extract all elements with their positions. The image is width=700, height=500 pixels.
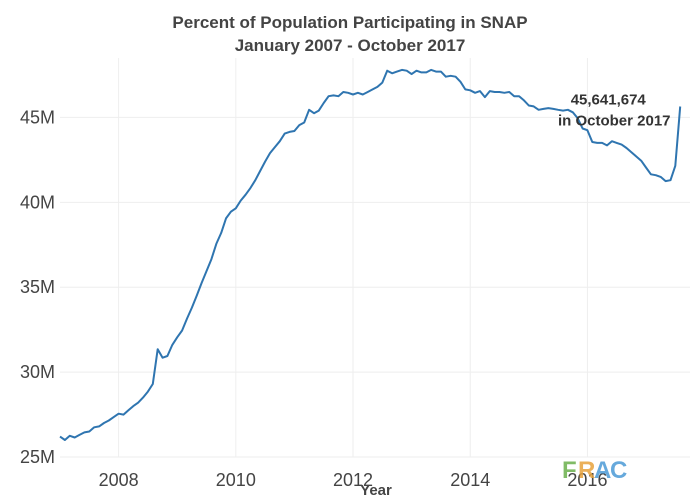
chart-title: Percent of Population Participating in S… [172,13,527,32]
x-tick-label: 2008 [99,470,139,490]
axis-labels: 25M 30M 35M 40M 45M 2008 2010 2012 2014 2016 [20,107,607,490]
logo-letter: C [610,457,627,484]
annotation-layer: 45,641,674 in October 2017 [558,92,671,130]
snap-participation-line [59,68,682,441]
x-tick-label: 2012 [333,470,373,490]
x-tick-label: 2014 [450,470,490,490]
y-tick-label: 30M [20,362,55,382]
x-tick-label: 2010 [216,470,256,490]
y-tick-label: 35M [20,277,55,297]
latest-value-annotation: in October 2017 [558,113,671,130]
frac-logo: F RAC [562,457,627,484]
y-tick-label: 40M [20,192,55,212]
logo-letter: F [562,457,577,484]
series-layer [59,68,682,441]
x-axis-title: Year [360,482,392,499]
y-tick-label: 45M [20,107,55,127]
latest-value-annotation: 45,641,674 [571,92,647,109]
logo-letter: A [594,457,611,484]
x-tick-label: 2016 [567,470,607,490]
grid-layer [60,58,690,458]
y-tick-label: 25M [20,447,55,467]
chart-subtitle: January 2007 - October 2017 [235,36,466,55]
logo-letter: R [578,457,595,484]
